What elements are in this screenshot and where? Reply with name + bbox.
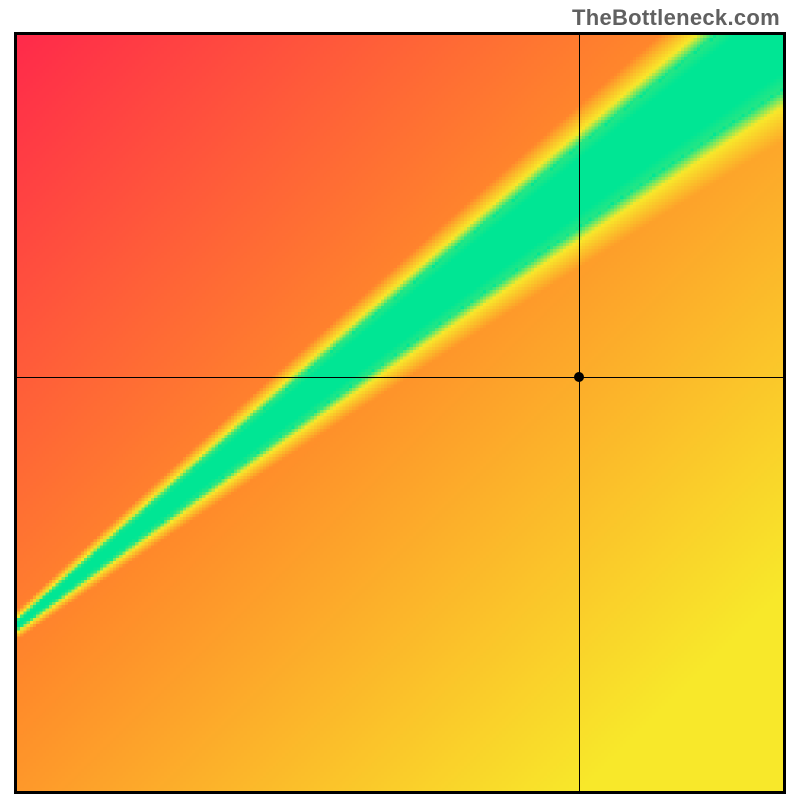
crosshair-vertical xyxy=(579,35,580,791)
heatmap-canvas xyxy=(17,35,783,791)
plot-area xyxy=(17,35,783,791)
watermark-text: TheBottleneck.com xyxy=(572,5,780,31)
crosshair-horizontal xyxy=(17,377,783,378)
intersection-marker xyxy=(574,372,584,382)
